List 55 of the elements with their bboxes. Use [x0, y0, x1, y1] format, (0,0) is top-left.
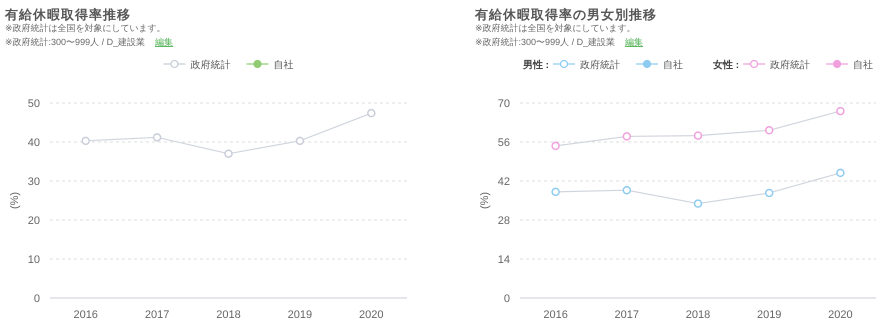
- point: [551, 188, 560, 196]
- point: [622, 132, 632, 141]
- y-axis-title: (%): [9, 192, 21, 210]
- x-tick-label: 2017: [614, 309, 640, 321]
- x-tick-label: 2020: [359, 309, 384, 321]
- x-tick-label: 2017: [144, 309, 170, 321]
- text: 女性 :: [712, 59, 740, 71]
- x-tick-label: 2020: [828, 309, 853, 321]
- legend-label: 自社: [853, 59, 874, 71]
- point: [764, 188, 774, 198]
- y-tick-label: 28: [498, 215, 510, 227]
- x-tick-label: 2016: [73, 309, 98, 321]
- x-tick-label: 2016: [543, 309, 568, 321]
- point: [836, 106, 845, 116]
- text: 男性 :: [522, 59, 549, 71]
- legend-label: 政府統計: [770, 59, 810, 71]
- point: [764, 126, 774, 135]
- y-tick-label: 30: [28, 176, 40, 188]
- point: [694, 199, 702, 208]
- y-tick-label: 10: [28, 254, 40, 266]
- x-tick-label: 2019: [756, 309, 782, 321]
- chart-title: 有給休暇取得率推移: [4, 7, 131, 22]
- y-tick-label: 40: [28, 137, 40, 149]
- y-tick-label: 50: [28, 98, 40, 110]
- legend-label: 政府統計: [580, 59, 620, 71]
- y-tick-label: 42: [498, 176, 510, 188]
- y-tick-label: 0: [504, 293, 510, 305]
- point: [224, 149, 233, 158]
- y-axis-title: (%): [479, 192, 491, 210]
- point: [296, 136, 304, 146]
- legend-label: 自社: [663, 59, 683, 71]
- text: ※政府統計:300〜999人 / D_建設業: [5, 37, 146, 47]
- y-tick-label: 0: [34, 293, 40, 305]
- point: [551, 142, 560, 150]
- y-tick-label: 70: [498, 98, 510, 110]
- point: [367, 108, 376, 118]
- text: 編集: [624, 37, 644, 47]
- y-tick-label: 14: [498, 254, 510, 266]
- legend-label: 政府統計: [190, 59, 230, 71]
- text: ※政府統計:300〜999人 / D_建設業: [475, 37, 616, 47]
- chart-title: 有給休暇取得率の男女別推移: [474, 7, 657, 22]
- chart-subtitle: ※政府統計は全国を対象にしています。: [5, 23, 166, 33]
- point: [836, 168, 845, 178]
- x-tick-label: 2019: [288, 309, 312, 321]
- y-tick-label: 56: [498, 137, 510, 149]
- text: 編集: [154, 37, 174, 47]
- x-tick-label: 2018: [686, 309, 710, 321]
- point: [694, 131, 702, 140]
- x-tick-label: 2018: [216, 309, 241, 321]
- legend-label: 自社: [274, 59, 294, 71]
- chart-subtitle: ※政府統計は全国を対象にしています。: [475, 23, 636, 33]
- point: [622, 186, 632, 194]
- point: [81, 136, 90, 146]
- y-tick-label: 20: [28, 215, 40, 227]
- point: [152, 133, 162, 142]
